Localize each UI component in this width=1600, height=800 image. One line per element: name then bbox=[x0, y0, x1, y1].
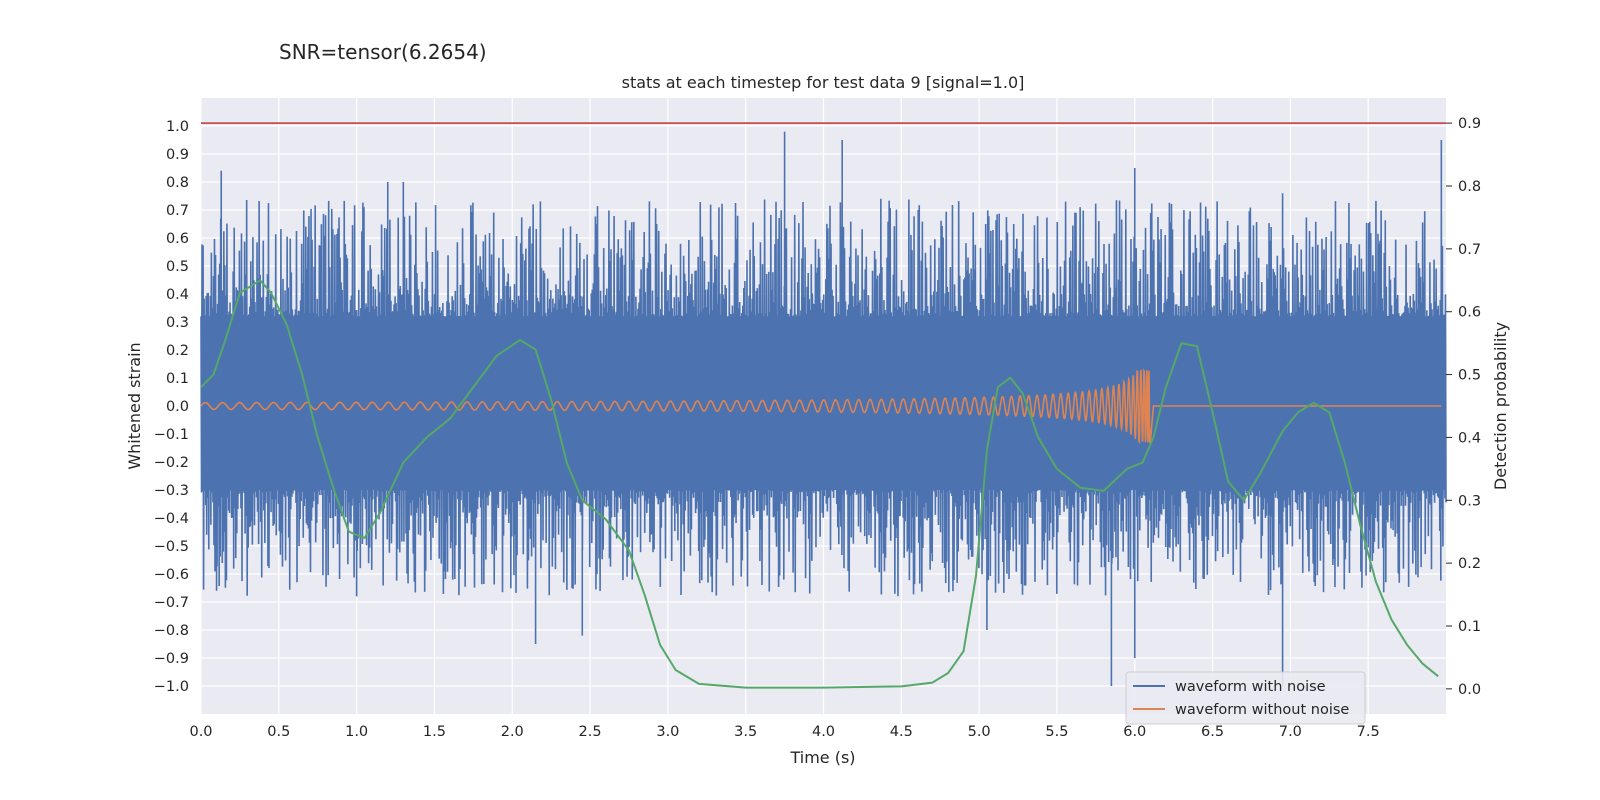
x-tick-label: 7.0 bbox=[1279, 724, 1302, 740]
legend-label-clean: waveform without noise bbox=[1175, 702, 1349, 718]
y-tick-label: −0.6 bbox=[154, 567, 189, 583]
x-tick-label: 5.0 bbox=[968, 724, 991, 740]
x-tick-label: 4.0 bbox=[812, 724, 835, 740]
series-detection-probability bbox=[200, 279, 1439, 689]
y-tick-label: −0.9 bbox=[154, 651, 189, 667]
y2-tick-label: 0.4 bbox=[1458, 430, 1481, 446]
y2-tick-label: 0.6 bbox=[1458, 305, 1481, 321]
y-tick-label: −0.3 bbox=[154, 483, 189, 499]
x-tick-label: 1.5 bbox=[423, 724, 446, 740]
y-tick-label: 1.0 bbox=[166, 119, 189, 135]
y-tick-label: 0.9 bbox=[166, 147, 189, 163]
x-tick-label: 0.5 bbox=[267, 724, 290, 740]
ticks-layer: 0.0 0.5 1.0 1.5 2.0 2.5 3.0 3.5 4.0 4.5 5.0 5.5 6.0 6… bbox=[154, 116, 1481, 740]
y-axis-label: Whitened strain bbox=[125, 342, 144, 469]
y2-tick-label: 0.1 bbox=[1458, 619, 1481, 635]
series-layer bbox=[200, 122, 1447, 689]
x-tick-label: 6.5 bbox=[1201, 724, 1224, 740]
x-tick-label: 2.0 bbox=[501, 724, 524, 740]
x-tick-label: 3.5 bbox=[734, 724, 757, 740]
y-tick-label: 0.3 bbox=[166, 315, 189, 331]
y2-tick-label: 0.0 bbox=[1458, 682, 1481, 698]
x-tick-label: 6.0 bbox=[1123, 724, 1146, 740]
y-tick-label: 0.4 bbox=[166, 287, 189, 303]
x-tick-label: 2.5 bbox=[579, 724, 602, 740]
y2-tick-label: 0.9 bbox=[1458, 116, 1481, 132]
legend-box bbox=[1125, 671, 1366, 725]
y2-tick-label: 0.7 bbox=[1458, 242, 1481, 258]
y-tick-label: 0.8 bbox=[166, 175, 189, 191]
y2-tick-label: 0.2 bbox=[1458, 556, 1481, 572]
y-tick-label: 0.2 bbox=[166, 343, 189, 359]
y2-tick-label: 0.8 bbox=[1458, 179, 1481, 195]
y-tick-label: −0.2 bbox=[154, 455, 189, 471]
x-tick-label: 4.5 bbox=[890, 724, 913, 740]
legend: waveform with noise waveform without noi… bbox=[1125, 671, 1366, 725]
y-tick-label: −1.0 bbox=[154, 679, 189, 695]
y-tick-label: −0.5 bbox=[154, 539, 189, 555]
chart-title: stats at each timestep for test data 9 [… bbox=[622, 73, 1025, 92]
legend-label-noise: waveform with noise bbox=[1175, 679, 1326, 695]
y-tick-label: −0.1 bbox=[154, 427, 189, 443]
y-tick-label: −0.8 bbox=[154, 623, 189, 639]
x-tick-label: 7.5 bbox=[1357, 724, 1380, 740]
y-tick-label: −0.4 bbox=[154, 511, 189, 527]
x-tick-label: 1.0 bbox=[345, 724, 368, 740]
y-tick-label: 0.1 bbox=[166, 371, 189, 387]
y-tick-label: 0.0 bbox=[166, 399, 189, 415]
x-axis-label: Time (s) bbox=[789, 748, 855, 767]
y2-tick-label: 0.5 bbox=[1458, 368, 1481, 384]
y-tick-label: −0.7 bbox=[154, 595, 189, 611]
y2-axis-label: Detection probability bbox=[1491, 322, 1510, 490]
y-tick-label: 0.7 bbox=[166, 203, 189, 219]
x-tick-label: 3.0 bbox=[656, 724, 679, 740]
y-tick-label: 0.5 bbox=[166, 259, 189, 275]
y2-tick-label: 0.3 bbox=[1458, 493, 1481, 509]
x-tick-label: 0.0 bbox=[189, 724, 212, 740]
snr-suptitle: SNR=tensor(6.2654) bbox=[279, 40, 487, 64]
x-tick-label: 5.5 bbox=[1045, 724, 1068, 740]
y-tick-label: 0.6 bbox=[166, 231, 189, 247]
series-waveform-without-noise bbox=[200, 368, 1442, 445]
series-waveform-with-noise bbox=[200, 131, 1447, 686]
